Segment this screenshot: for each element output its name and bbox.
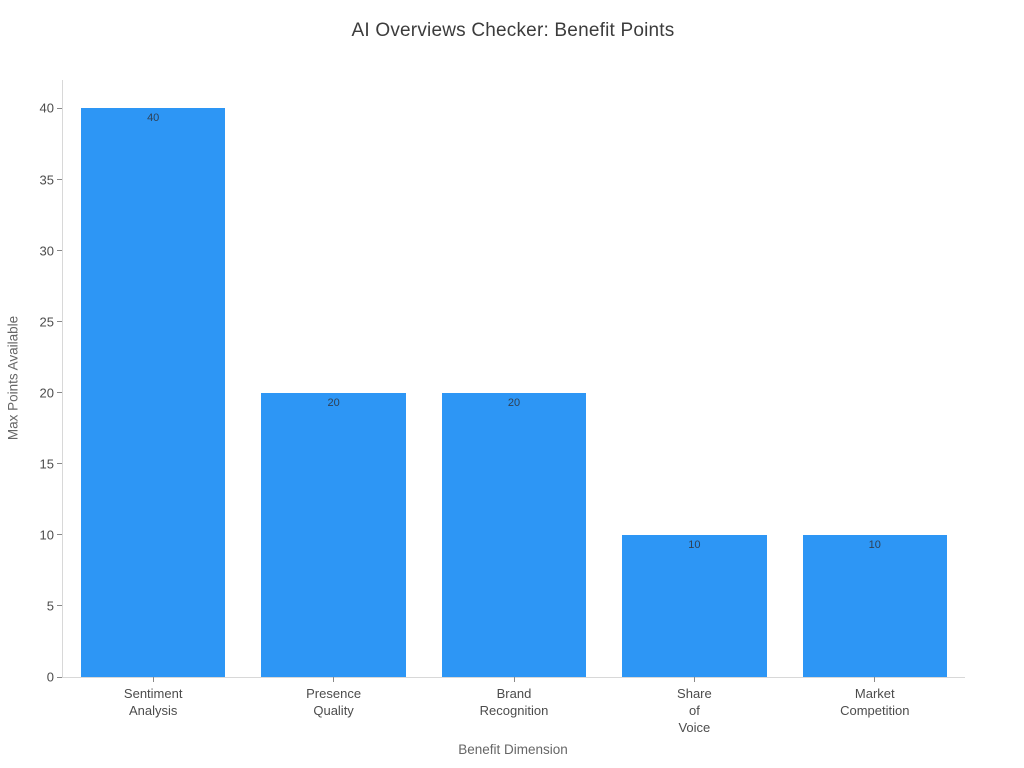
y-tick-mark: [57, 534, 62, 536]
x-tick-label-presence-quality: Presence Quality: [306, 686, 362, 718]
y-tick-label: 25: [39, 314, 54, 330]
y-tick-label: 40: [39, 100, 54, 116]
bar-value-label: 10: [688, 538, 701, 551]
plot-area: 0 5 10 15 20 25 30 35 40 40 20 20 10 10 Sentiment An…: [40, 80, 965, 735]
bar-sentiment-analysis: 40: [81, 108, 226, 677]
x-tick-mark: [333, 677, 335, 682]
bar-value-label: 40: [147, 112, 160, 125]
y-tick-label: 20: [39, 385, 54, 401]
y-tick-label: 15: [39, 456, 54, 472]
chart-title: AI Overviews Checker: Benefit Points: [351, 20, 675, 41]
bar-value-label: 10: [868, 538, 881, 551]
x-tick-label-market-competition: Market Competition: [840, 686, 910, 718]
y-tick-mark: [57, 250, 62, 252]
y-tick-mark: [57, 605, 62, 607]
x-tick-label-sentiment-analysis: Sentiment Analysis: [123, 686, 183, 718]
y-tick-mark: [57, 321, 62, 323]
bar-value-label: 20: [507, 396, 521, 409]
x-tick-mark: [152, 677, 154, 682]
x-tick-mark: [513, 677, 515, 682]
x-tick-label-brand-recognition: Brand Recognition: [479, 686, 549, 718]
y-tick-mark: [57, 107, 62, 109]
y-tick-label: 30: [39, 243, 54, 259]
x-tick-mark: [874, 677, 876, 682]
bar-share-of-voice: 10: [622, 534, 767, 677]
y-tick-mark: [57, 676, 62, 678]
y-tick-label: 0: [46, 669, 54, 685]
y-axis-title: Max Points Available: [5, 315, 21, 441]
x-tick-mark: [693, 677, 695, 682]
y-tick-label: 10: [39, 527, 54, 543]
y-tick-label: 35: [39, 172, 54, 187]
x-axis-title: Benefit Dimension: [458, 742, 568, 757]
bar-brand-recognition: 20: [441, 392, 587, 677]
y-tick-label: 5: [46, 598, 54, 614]
x-tick-label-share-of-voice: Share of Voice: [677, 686, 712, 735]
bar-value-label: 20: [327, 396, 340, 409]
y-tick-mark: [57, 392, 62, 394]
y-tick-mark: [57, 463, 62, 465]
y-tick-mark: [57, 179, 62, 180]
bar-presence-quality: 20: [261, 392, 406, 677]
bar-market-competition: 10: [802, 534, 947, 677]
